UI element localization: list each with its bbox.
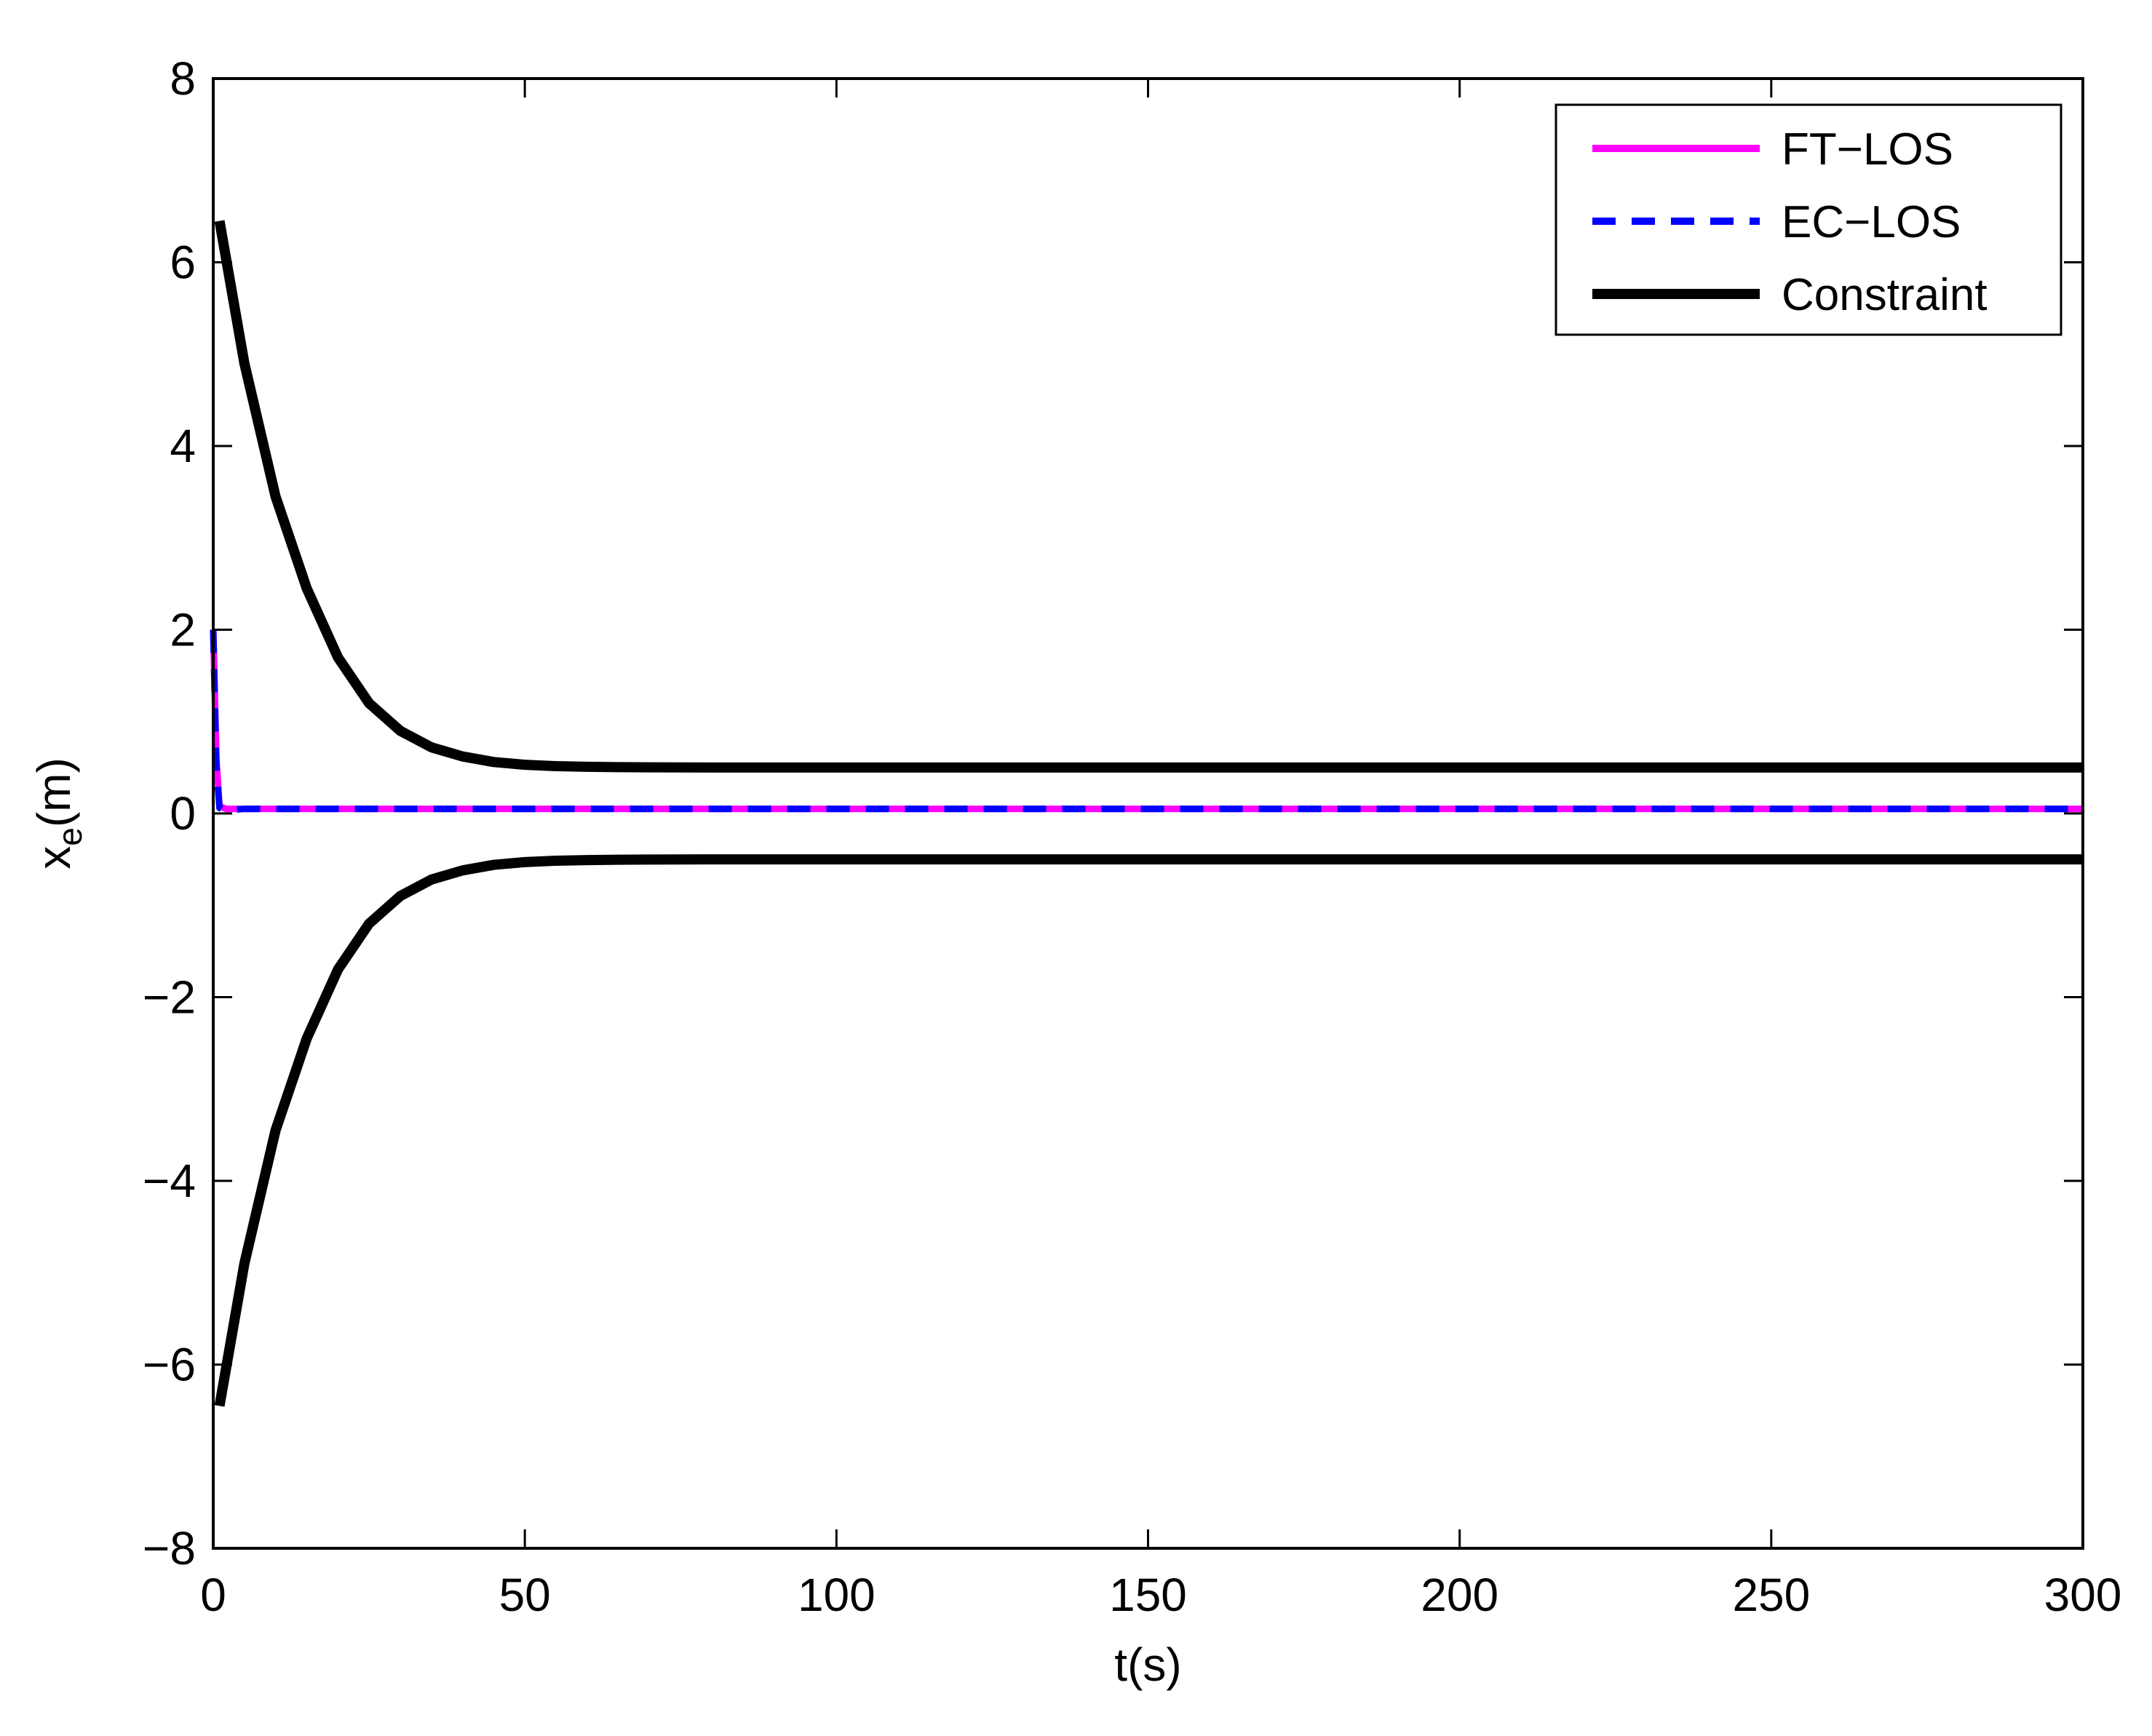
series-constraint-upper-line bbox=[214, 220, 2083, 773]
x-tick-label: 150 bbox=[1109, 1569, 1187, 1621]
y-tick-label: −2 bbox=[143, 971, 196, 1024]
legend-label: Constraint bbox=[1782, 270, 1988, 320]
y-tick-label: 2 bbox=[170, 604, 196, 656]
y-tick-label: −8 bbox=[143, 1522, 196, 1574]
x-tick-label: 250 bbox=[1732, 1569, 1810, 1621]
x-axis-label: t(s) bbox=[1114, 1639, 1181, 1691]
y-tick-label: −4 bbox=[143, 1155, 196, 1207]
y-axis-label: xe(m) bbox=[28, 757, 89, 869]
y-axis-label-unit: (m) bbox=[28, 757, 80, 827]
legend: FT−LOS EC−LOS Constraint bbox=[1555, 103, 2062, 336]
x-tick-label: 200 bbox=[1421, 1569, 1498, 1621]
y-tick-label: 4 bbox=[170, 420, 196, 472]
legend-label: FT−LOS bbox=[1782, 124, 1953, 175]
x-tick-label: 0 bbox=[200, 1569, 226, 1621]
y-tick-label: 0 bbox=[170, 787, 196, 840]
y-tick-label: 8 bbox=[170, 52, 196, 105]
series-layer bbox=[210, 220, 2083, 1407]
y-tick-label: 6 bbox=[170, 236, 196, 289]
series-constraint-lower-line bbox=[214, 854, 2083, 1407]
tick-layer bbox=[212, 77, 2084, 1550]
y-axis-label-subscript: e bbox=[51, 827, 89, 846]
x-tick-label: 100 bbox=[798, 1569, 876, 1621]
y-axis-label-main: x bbox=[28, 846, 80, 869]
y-tick-label: −6 bbox=[143, 1339, 196, 1391]
legend-label: EC−LOS bbox=[1782, 197, 1961, 247]
series-ec-los-line bbox=[210, 629, 2083, 814]
x-tick-label: 50 bbox=[499, 1569, 551, 1621]
tick-label-layer: 0 50 100 150 200 250 300 −8 −6 −4 −2 0 2 4 6 8 bbox=[143, 52, 2121, 1621]
x-tick-label: 300 bbox=[2044, 1569, 2122, 1621]
